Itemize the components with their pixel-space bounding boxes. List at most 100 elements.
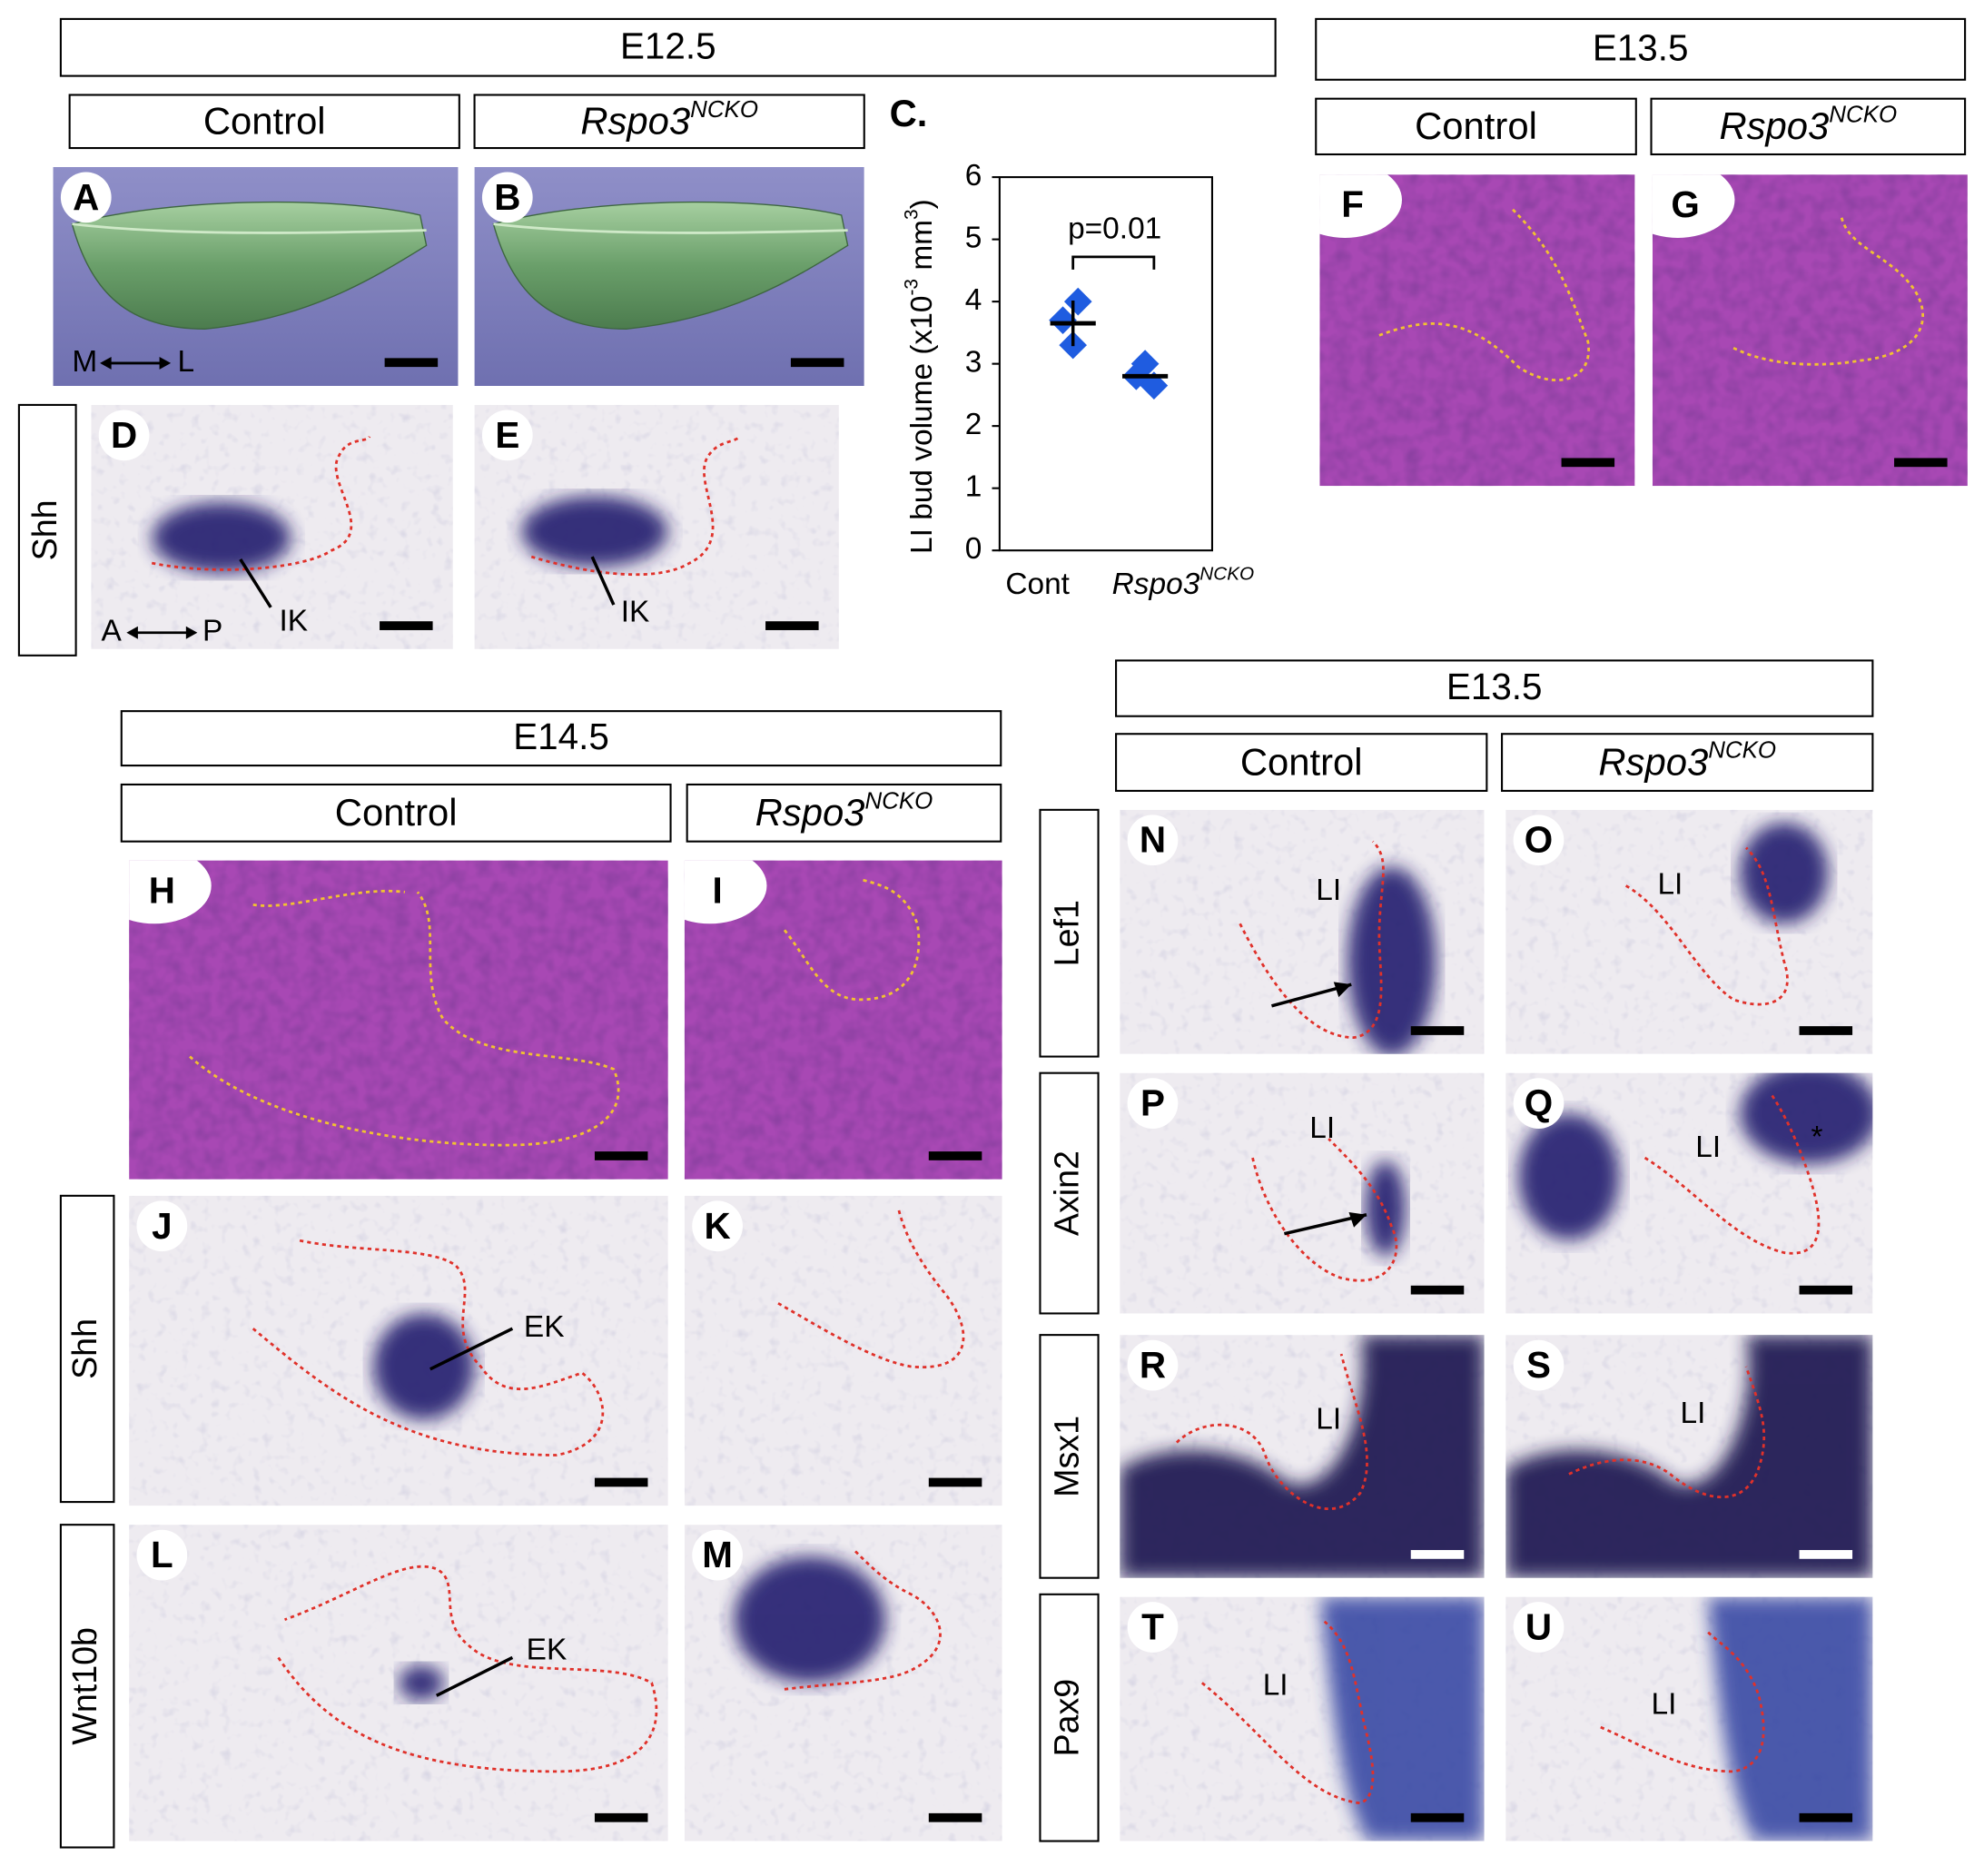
pointer [435, 1655, 514, 1697]
row-label: Lef1 [1047, 900, 1085, 966]
y-tick-label: 2 [965, 408, 982, 441]
label: Rspo3NCKO [1719, 102, 1897, 147]
label: Control [203, 100, 326, 143]
row-label: Axin2 [1047, 1150, 1085, 1236]
annotation: M [72, 345, 97, 379]
y-tick-label: 6 [965, 159, 982, 193]
stain [398, 1664, 445, 1701]
scale-bar [594, 1477, 648, 1487]
scale-bar [1894, 458, 1948, 468]
letter-badge [98, 410, 150, 461]
panel-letter: Q [1525, 1082, 1553, 1124]
scale-bar [1410, 1550, 1465, 1559]
label-base: Rspo3 [580, 100, 690, 143]
panel-letter: K [705, 1205, 731, 1247]
letter-badge [1513, 1339, 1564, 1391]
outline [1175, 1353, 1368, 1510]
panel-letter: U [1525, 1605, 1552, 1647]
stain [1518, 1113, 1620, 1240]
annotation: P [202, 615, 222, 648]
label-box [1039, 1334, 1100, 1579]
stain [1505, 1335, 1873, 1578]
outline [1251, 1138, 1398, 1282]
arrow-head [1348, 1211, 1367, 1228]
label: Control [335, 791, 458, 834]
scale-bar [380, 621, 433, 630]
stain [521, 496, 668, 568]
annotation: * [1811, 1121, 1823, 1154]
texture [129, 860, 668, 1180]
annotation: LI [1309, 1111, 1335, 1145]
label: Rspo3NCKO [1598, 738, 1776, 784]
image-panel [1505, 1072, 1873, 1314]
panel-letter: I [712, 869, 722, 911]
stain [1319, 1596, 1485, 1841]
label-box [686, 783, 1002, 843]
y-tick-label: 3 [965, 345, 982, 379]
image-panel [1505, 1335, 1873, 1578]
label: Rspo3NCKO [580, 97, 758, 143]
annotation: LI [1316, 874, 1341, 907]
image-panel [684, 1195, 1002, 1506]
label-sup: NCKO [1199, 564, 1254, 585]
letter-badge [136, 1529, 188, 1581]
letter-badge [1513, 1602, 1564, 1653]
bud-render [492, 201, 849, 331]
label-box [473, 94, 865, 150]
outline [1378, 207, 1590, 381]
y-label-part: -3 [901, 279, 922, 296]
texture [1120, 1072, 1485, 1314]
panel-letter: P [1140, 1082, 1165, 1124]
image-panel [1319, 174, 1635, 487]
row-label: Pax9 [1047, 1679, 1085, 1757]
panel-letter: O [1525, 819, 1553, 861]
stage-label: E12.5 [620, 25, 716, 66]
outline [277, 1565, 658, 1773]
panel-letter: R [1140, 1344, 1166, 1386]
label-sup: NCKO [864, 788, 933, 814]
label-sup: NCKO [1829, 102, 1897, 127]
pointer [239, 558, 272, 608]
label-base: Control [1415, 104, 1537, 147]
letter-badge [1127, 1602, 1179, 1653]
label-box [68, 94, 460, 150]
label-box [1501, 733, 1874, 792]
label: Rspo3NCKO [755, 788, 933, 834]
stain [1365, 1160, 1407, 1257]
panel-letter: A [73, 176, 99, 218]
image-panel [1120, 1596, 1485, 1841]
outline [1568, 1366, 1766, 1499]
outline [1600, 1631, 1765, 1773]
scale-bar [594, 1151, 648, 1160]
bud-edge [72, 222, 427, 234]
annotation: LI [1695, 1131, 1721, 1164]
label-box [1115, 733, 1488, 792]
panel-letter: N [1140, 819, 1166, 861]
scale-bar [1410, 1285, 1465, 1295]
row-label: Shh [25, 499, 64, 560]
label-base: Rspo3 [1719, 104, 1829, 147]
image-panel [474, 166, 864, 387]
panel-letter: D [111, 414, 137, 456]
annotation: A [101, 615, 122, 648]
scale-bar [1799, 1026, 1853, 1035]
outline [1643, 1093, 1821, 1255]
panel-letter: F [1341, 183, 1364, 225]
label-box [59, 17, 1277, 77]
label-box [1315, 17, 1967, 81]
annotation: LI [1263, 1668, 1288, 1702]
image-panel [474, 404, 839, 649]
image-panel [1505, 1596, 1873, 1841]
label-box [120, 783, 672, 843]
annotation: EK [527, 1633, 568, 1666]
letter-badge [1127, 1339, 1179, 1391]
annotation: L [178, 345, 195, 379]
stage-label: E14.5 [513, 716, 609, 757]
label: Rspo3NCKO [1112, 564, 1255, 601]
label-sup: NCKO [1708, 738, 1776, 764]
scale-bar [765, 621, 819, 630]
label-base: Rspo3 [755, 791, 865, 834]
label-box [120, 710, 1002, 767]
